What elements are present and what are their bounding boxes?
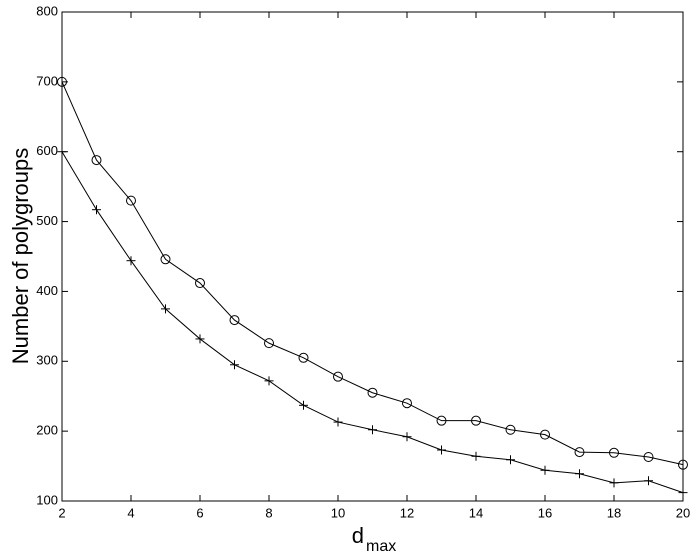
marker: [471, 451, 481, 461]
x-tick-label: 6: [196, 505, 203, 520]
marker: [160, 254, 171, 265]
marker: [57, 76, 67, 87]
marker: [506, 455, 515, 465]
marker: [402, 398, 412, 409]
x-tick-label: 14: [469, 505, 483, 520]
x-axis-label-subscript: max: [366, 538, 396, 555]
y-tick-label: 500: [36, 213, 58, 228]
y-tick-label: 700: [36, 73, 58, 88]
series-line: [61, 151, 684, 494]
marker: [368, 425, 377, 435]
marker: [505, 424, 516, 435]
marker: [678, 488, 688, 498]
y-tick-label: 600: [36, 143, 58, 158]
marker: [126, 256, 136, 266]
marker: [609, 478, 619, 488]
plot-frame: [61, 11, 684, 502]
marker: [402, 432, 412, 442]
marker: [264, 338, 274, 349]
x-tick-label: 16: [538, 505, 552, 520]
marker: [437, 445, 446, 455]
y-tick-label: 800: [36, 3, 58, 18]
marker: [298, 352, 309, 363]
marker: [91, 155, 102, 166]
series-line: [61, 81, 684, 466]
marker: [678, 459, 688, 470]
y-tick-label: 300: [36, 353, 58, 368]
marker: [609, 447, 619, 458]
x-tick-label: 2: [58, 505, 65, 520]
marker: [644, 476, 653, 486]
marker: [57, 147, 67, 157]
marker: [264, 376, 274, 386]
marker: [333, 371, 343, 382]
marker: [574, 447, 585, 458]
y-tick-label: 100: [36, 492, 58, 507]
marker: [540, 429, 550, 440]
marker: [540, 465, 550, 475]
marker: [575, 469, 584, 479]
x-tick-label: 8: [265, 505, 272, 520]
x-tick-label: 12: [400, 505, 414, 520]
marker: [643, 451, 654, 462]
x-axis-label: d: [352, 523, 364, 548]
marker: [436, 415, 447, 426]
y-axis-label: Number of polygroups: [8, 148, 33, 364]
y-tick-label: 400: [36, 283, 58, 298]
marker: [333, 417, 343, 427]
x-tick-label: 18: [607, 505, 621, 520]
marker: [230, 360, 239, 370]
marker: [161, 304, 170, 314]
x-tick-label: 4: [127, 505, 134, 520]
x-tick-label: 10: [331, 505, 345, 520]
marker: [92, 205, 101, 215]
y-tick-label: 200: [36, 423, 58, 438]
marker: [126, 195, 136, 206]
marker: [471, 415, 481, 426]
marker: [299, 400, 308, 410]
marker: [367, 387, 378, 398]
x-tick-label: 20: [676, 505, 690, 520]
marker: [195, 334, 205, 344]
marker: [229, 315, 240, 326]
marker: [195, 278, 205, 289]
